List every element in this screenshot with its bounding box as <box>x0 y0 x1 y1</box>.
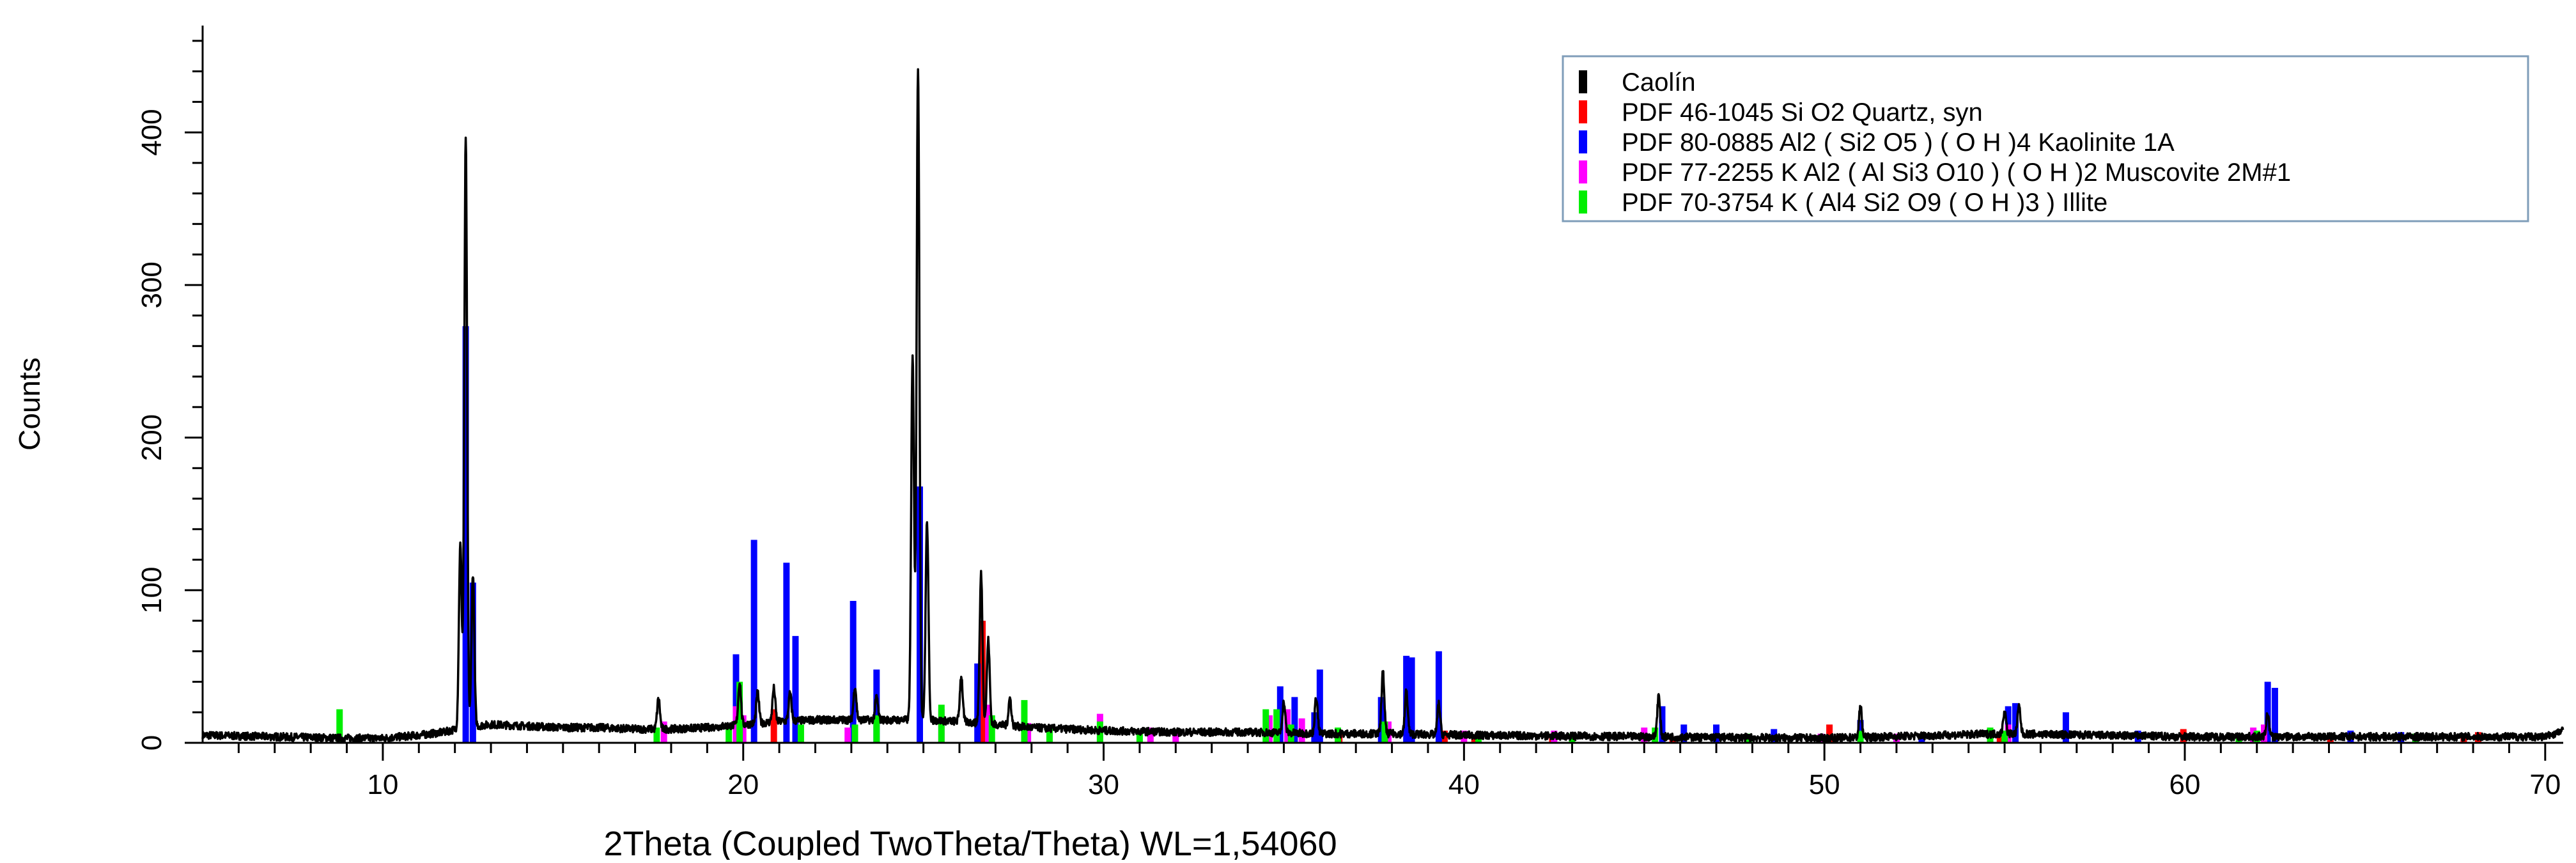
y-tick-label: 200 <box>136 414 167 461</box>
legend-swatch <box>1579 160 1587 183</box>
y-axis-label: Counts <box>13 357 46 451</box>
axes-layer: 0 100 200 300 400 10 20 30 40 50 60 70 <box>136 26 2563 800</box>
legend-entry: PDF 80-0885 Al2 ( Si2 O5 ) ( O H )4 Kaol… <box>1622 128 2175 157</box>
measured-pattern-layer <box>201 68 2564 743</box>
legend-entry: PDF 70-3754 K ( Al4 Si2 O9 ( O H )3 ) Il… <box>1622 189 2107 217</box>
legend-swatch <box>1579 130 1587 153</box>
y-tick-label: 300 <box>136 261 167 308</box>
legend-entry: Caolín <box>1622 68 1696 97</box>
x-tick-label: 50 <box>1809 769 1840 800</box>
legend-entry: PDF 77-2255 K Al2 ( Al Si3 O10 ) ( O H )… <box>1622 159 2291 187</box>
y-tick-label: 0 <box>136 735 167 750</box>
x-tick-label: 10 <box>367 769 398 800</box>
x-tick-label: 20 <box>727 769 759 800</box>
y-tick-label: 100 <box>136 567 167 614</box>
y-tick-label: 400 <box>136 109 167 155</box>
legend-entry: PDF 46-1045 Si O2 Quartz, syn <box>1622 98 1983 127</box>
x-tick-label: 40 <box>1448 769 1480 800</box>
legend-swatch <box>1579 190 1587 214</box>
x-tick-label: 60 <box>2169 769 2201 800</box>
legend-box <box>1562 55 2529 222</box>
legend-swatch <box>1579 100 1587 123</box>
x-tick-label: 30 <box>1088 769 1119 800</box>
x-tick-label: 70 <box>2529 769 2561 800</box>
legend-swatch <box>1579 70 1587 93</box>
measured-pattern-line <box>201 68 2564 743</box>
x-axis-label: 2Theta (Coupled TwoTheta/Theta) WL=1,540… <box>603 825 1337 860</box>
reference-sticks-layer <box>336 326 2481 743</box>
